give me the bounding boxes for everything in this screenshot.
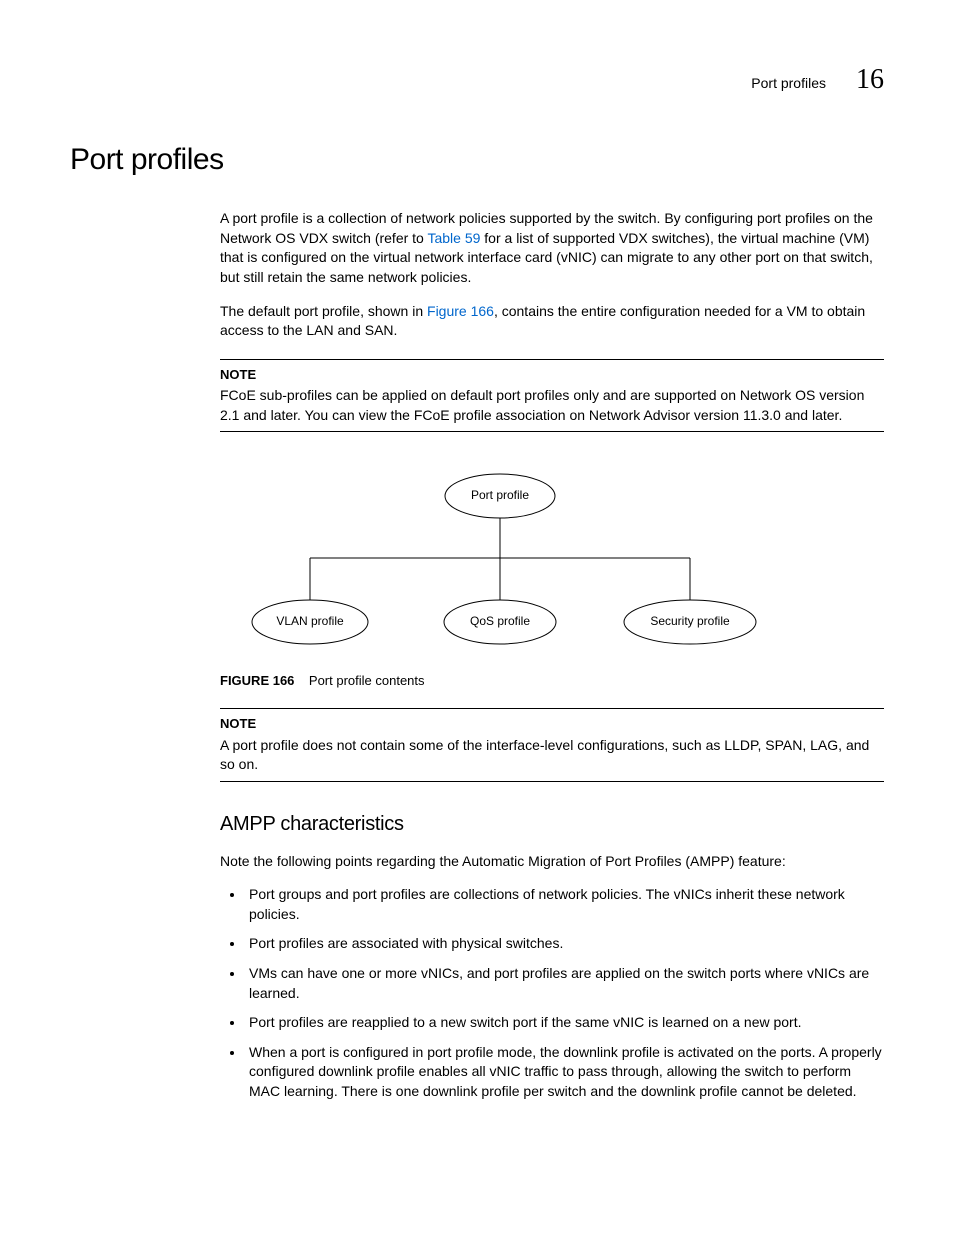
header-title: Port profiles [751,74,826,94]
list-item: VMs can have one or more vNICs, and port… [245,964,884,1003]
figure-166: Port profile VLAN profile QoS profile Secur… [220,462,884,690]
figure-166-link[interactable]: Figure 166 [427,303,494,319]
list-item: Port groups and port profiles are collec… [245,885,884,924]
figure-caption-text: Port profile contents [309,673,425,688]
note-text: A port profile does not contain some of … [220,736,884,775]
header-chapter-number: 16 [856,60,884,99]
list-item: Port profiles are associated with physic… [245,934,884,954]
note-block-2: NOTE A port profile does not contain som… [220,708,884,781]
ampp-bullet-list: Port groups and port profiles are collec… [245,885,884,1101]
page-header: Port profiles 16 [70,60,884,99]
svg-text:QoS profile: QoS profile [470,614,530,628]
main-heading: Port profiles [70,139,884,181]
list-item: Port profiles are reapplied to a new swi… [245,1013,884,1033]
ampp-heading: AMPP characteristics [220,810,884,838]
svg-text:Port profile: Port profile [471,488,529,502]
list-item: When a port is configured in port profil… [245,1043,884,1102]
note-block-1: NOTE FCoE sub-profiles can be applied on… [220,359,884,432]
note-label: NOTE [220,715,884,733]
ampp-intro: Note the following points regarding the … [220,852,884,872]
intro-paragraph-1: A port profile is a collection of networ… [220,209,884,287]
port-profile-diagram: Port profile VLAN profile QoS profile Secur… [220,462,780,662]
text-segment: The default port profile, shown in [220,303,427,319]
figure-caption: FIGURE 166 Port profile contents [220,672,884,690]
svg-text:VLAN profile: VLAN profile [276,614,344,628]
figure-label: FIGURE 166 [220,673,294,688]
note-text: FCoE sub-profiles can be applied on defa… [220,386,884,425]
note-label: NOTE [220,366,884,384]
table-59-link[interactable]: Table 59 [427,230,480,246]
svg-text:Security profile: Security profile [650,614,730,628]
intro-paragraph-2: The default port profile, shown in Figur… [220,302,884,341]
